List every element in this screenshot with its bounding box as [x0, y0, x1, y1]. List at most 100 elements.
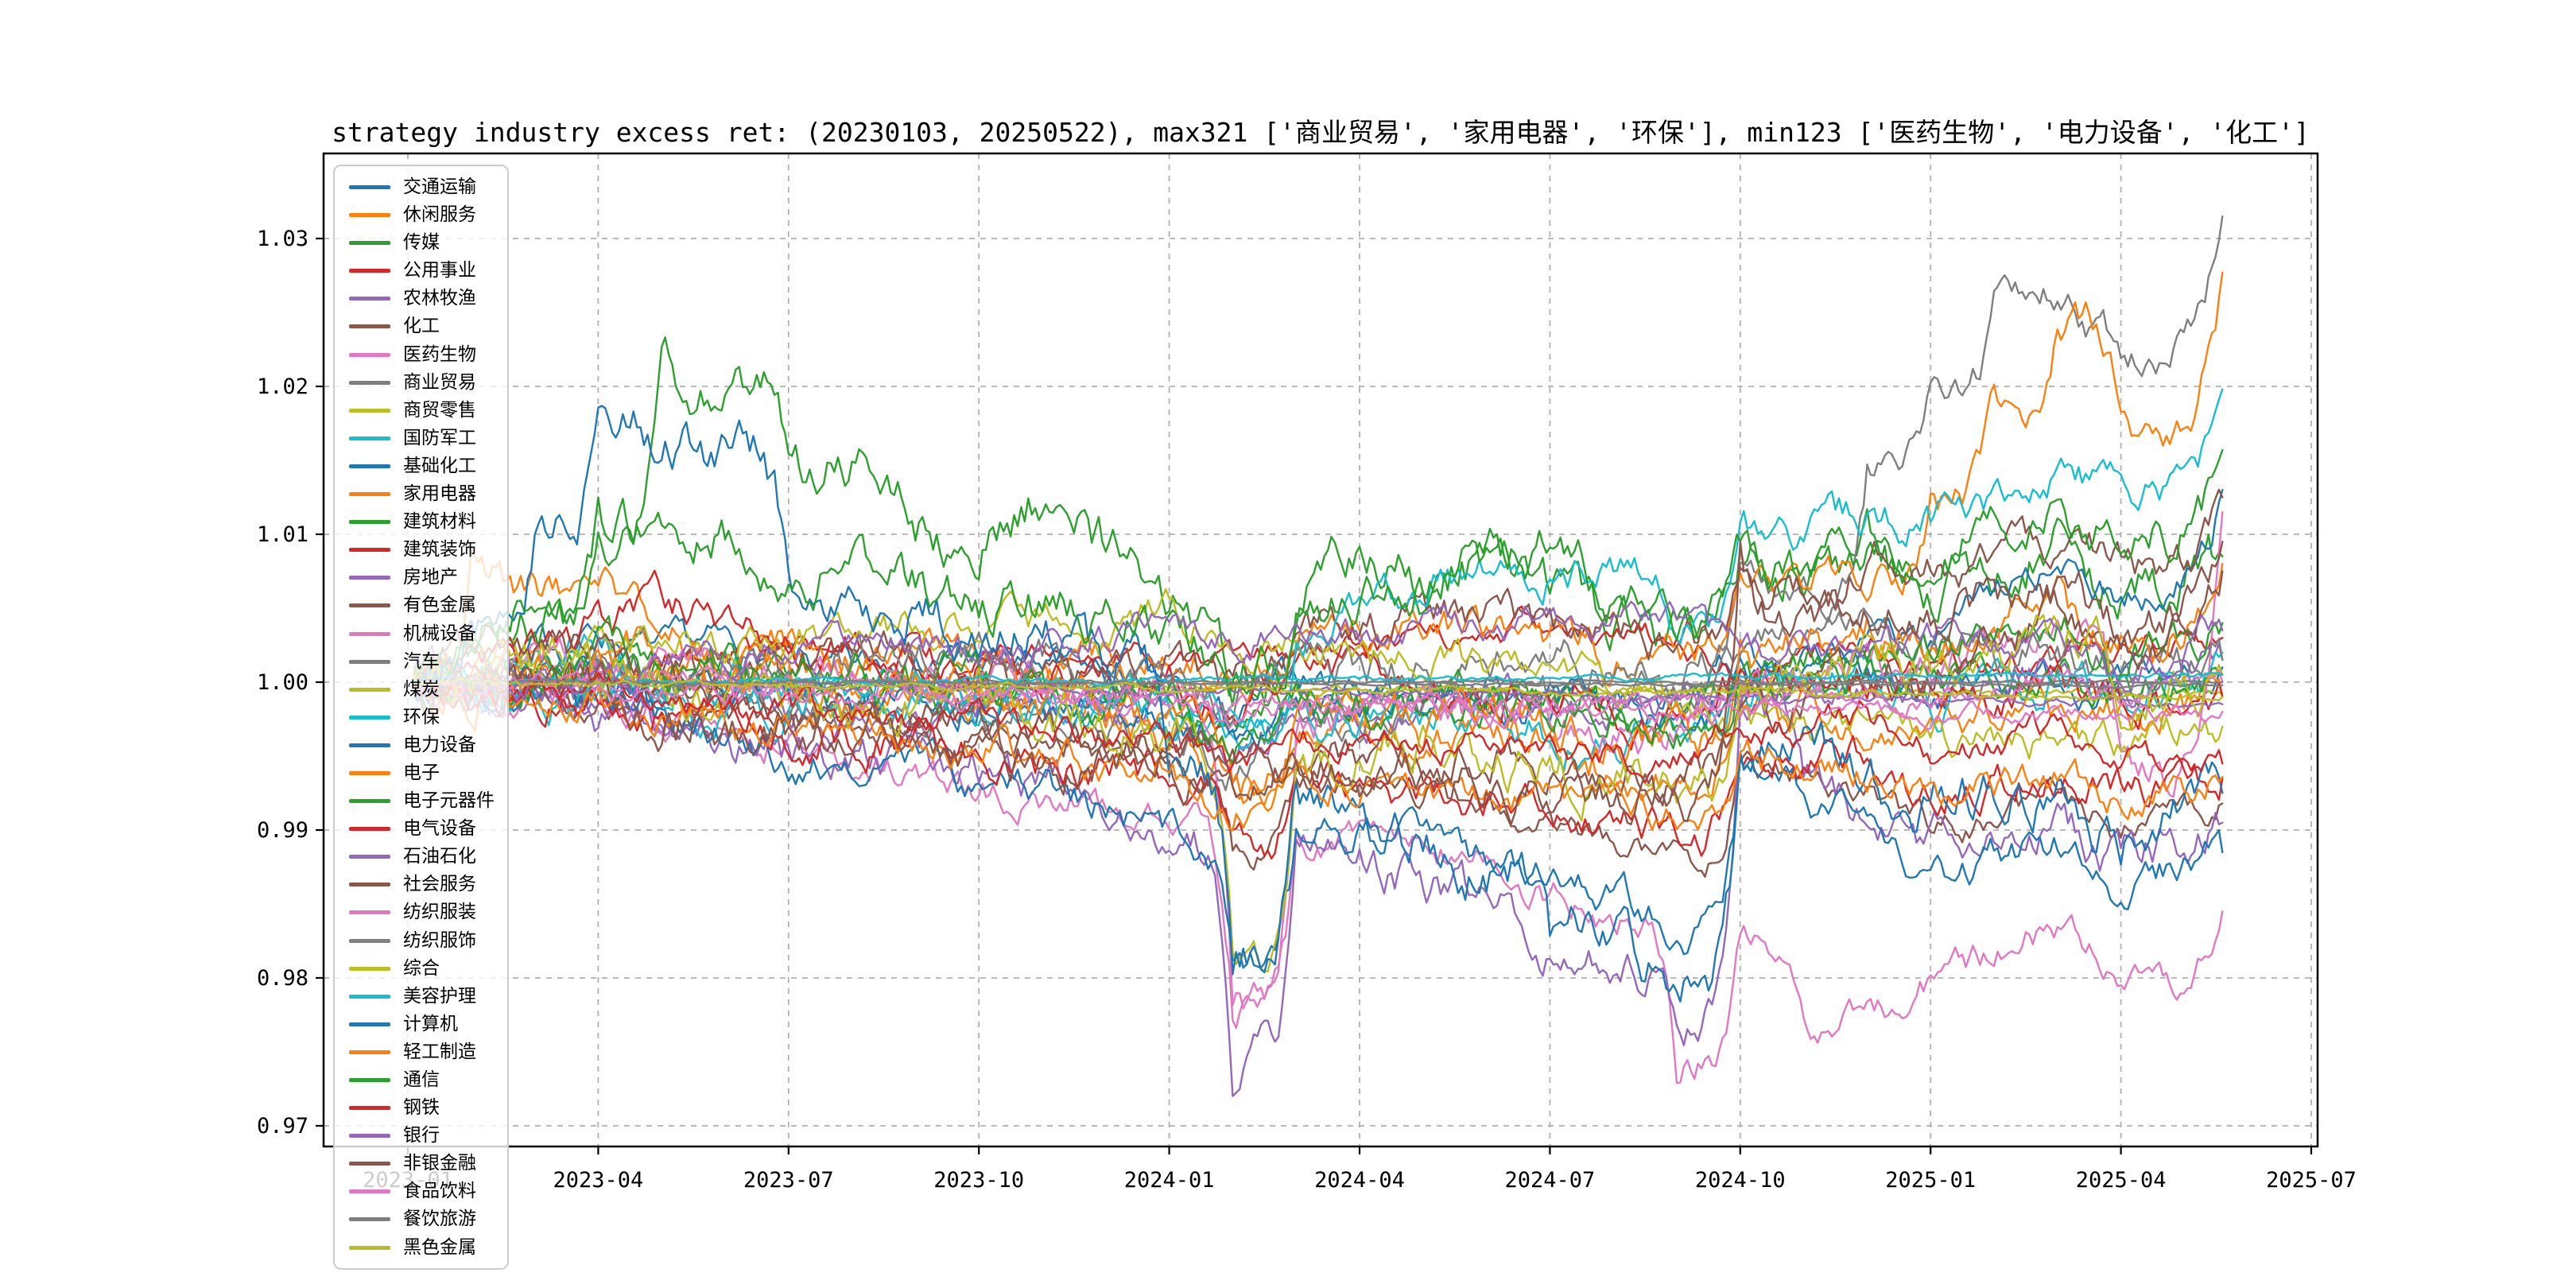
legend-label: 建筑材料 [403, 511, 476, 533]
legend-item-美容护理: 美容护理 [349, 983, 502, 1011]
legend-item-银行: 银行 [349, 1122, 502, 1150]
legend-label: 轻工制造 [403, 1041, 476, 1062]
legend-line-sample [349, 241, 390, 246]
legend-label: 餐饮旅游 [403, 1208, 476, 1230]
legend-line-sample [349, 1189, 390, 1194]
y-tick-label: 0.97 [257, 1114, 308, 1139]
legend-line-sample [349, 297, 390, 301]
y-tick-label: 1.03 [257, 227, 308, 251]
series-line-电力设备 [413, 669, 2224, 969]
legend-label: 机械设备 [403, 623, 476, 644]
legend-label: 商贸零售 [403, 399, 476, 421]
legend-label: 非银金融 [403, 1153, 476, 1174]
legend-label: 休闲服务 [403, 204, 476, 226]
legend-label: 石油石化 [403, 846, 476, 867]
series-line-餐饮旅游 [413, 677, 2224, 689]
series-line-机械设备 [413, 510, 2224, 1010]
legend-item-综合: 综合 [349, 955, 502, 983]
series-line-银行 [413, 600, 2224, 702]
legend-label: 国防军工 [403, 427, 476, 448]
legend-label: 计算机 [403, 1013, 458, 1034]
y-tick-label: 1.00 [257, 670, 308, 695]
x-tick-label: 2025-07 [2266, 1168, 2357, 1193]
y-tick-label: 0.98 [257, 966, 308, 991]
legend-item-轻工制造: 轻工制造 [349, 1038, 502, 1066]
legend-label: 传媒 [403, 232, 440, 254]
legend-line-sample [349, 994, 390, 999]
legend-label: 通信 [403, 1069, 440, 1090]
x-tick-label: 2024-01 [1124, 1168, 1215, 1193]
legend-line-sample [349, 548, 390, 553]
legend-line-sample [349, 1078, 390, 1082]
legend-item-休闲服务: 休闲服务 [349, 201, 502, 229]
axes [316, 152, 2319, 1154]
legend-line-sample [349, 938, 390, 943]
legend-item-黑色金属: 黑色金属 [349, 1234, 502, 1262]
legend-line-sample [349, 910, 390, 915]
legend-item-食品饮料: 食品饮料 [349, 1177, 502, 1205]
series-line-纺织服饰 [413, 678, 2224, 687]
legend-label: 汽车 [403, 650, 440, 672]
legend-item-传媒: 传媒 [349, 229, 502, 257]
legend-line-sample [349, 743, 390, 747]
legend-label: 社会服务 [403, 874, 476, 895]
legend-line-sample [349, 1049, 390, 1054]
legend-item-基础化工: 基础化工 [349, 452, 502, 480]
legend-item-环保: 环保 [349, 704, 502, 731]
legend-item-纺织服饰: 纺织服饰 [349, 927, 502, 955]
legend-line-sample [349, 1022, 390, 1026]
series-line-综合 [413, 614, 2224, 973]
legend-label: 商业贸易 [403, 371, 476, 393]
legend-label: 基础化工 [403, 455, 476, 476]
legend-item-电子: 电子 [349, 759, 502, 787]
legend-line-sample [349, 1217, 390, 1222]
legend-line-sample [349, 659, 390, 664]
legend-line-sample [349, 1106, 390, 1111]
legend-line-sample [349, 1134, 390, 1139]
legend-line-sample [349, 352, 390, 357]
series-line-医药生物 [413, 679, 2224, 1084]
legend-item-医药生物: 医药生物 [349, 341, 502, 369]
plot-border [322, 152, 2319, 1148]
x-tick-label: 2025-04 [2076, 1168, 2167, 1193]
series-line-家用电器 [413, 271, 2224, 704]
legend-item-电子元器件: 电子元器件 [349, 787, 502, 815]
legend: 交通运输 休闲服务 传媒 公用事业 农林牧渔 化工 医药生物 商业贸易 商贸零售 国防军工 基础化工… [333, 165, 509, 1270]
legend-item-煤炭: 煤炭 [349, 676, 502, 704]
legend-item-电力设备: 电力设备 [349, 731, 502, 759]
legend-line-sample [349, 324, 390, 329]
legend-line-sample [349, 883, 390, 887]
series-line-计算机 [413, 405, 2224, 1003]
legend-line-sample [349, 492, 390, 497]
legend-item-商业贸易: 商业贸易 [349, 369, 502, 397]
x-tick-label: 2023-07 [743, 1168, 834, 1193]
x-tick-label: 2025-01 [1885, 1168, 1976, 1193]
legend-item-商贸零售: 商贸零售 [349, 397, 502, 425]
x-tick-label: 2024-04 [1314, 1168, 1405, 1193]
series-line-房地产 [413, 644, 2224, 1097]
legend-line-sample [349, 855, 390, 859]
legend-line-sample [349, 603, 390, 608]
legend-line-sample [349, 966, 390, 971]
legend-item-汽车: 汽车 [349, 648, 502, 676]
legend-item-化工: 化工 [349, 312, 502, 340]
legend-label: 纺织服装 [403, 902, 476, 923]
legend-line-sample [349, 827, 390, 832]
legend-label: 环保 [403, 706, 440, 727]
legend-label: 煤炭 [403, 678, 440, 700]
legend-label: 黑色金属 [403, 1236, 476, 1258]
series-line-传媒 [413, 336, 2224, 711]
legend-line-sample [349, 380, 390, 385]
series-lines [413, 215, 2224, 1097]
legend-line-sample [349, 687, 390, 692]
legend-label: 建筑装饰 [403, 539, 476, 561]
legend-line-sample [349, 799, 390, 804]
legend-item-通信: 通信 [349, 1066, 502, 1094]
legend-item-餐饮旅游: 餐饮旅游 [349, 1205, 502, 1233]
legend-item-计算机: 计算机 [349, 1011, 502, 1038]
legend-label: 公用事业 [403, 260, 476, 281]
legend-label: 纺织服饰 [403, 929, 476, 951]
legend-label: 电力设备 [403, 734, 476, 755]
series-line-电气设备 [413, 678, 2224, 860]
